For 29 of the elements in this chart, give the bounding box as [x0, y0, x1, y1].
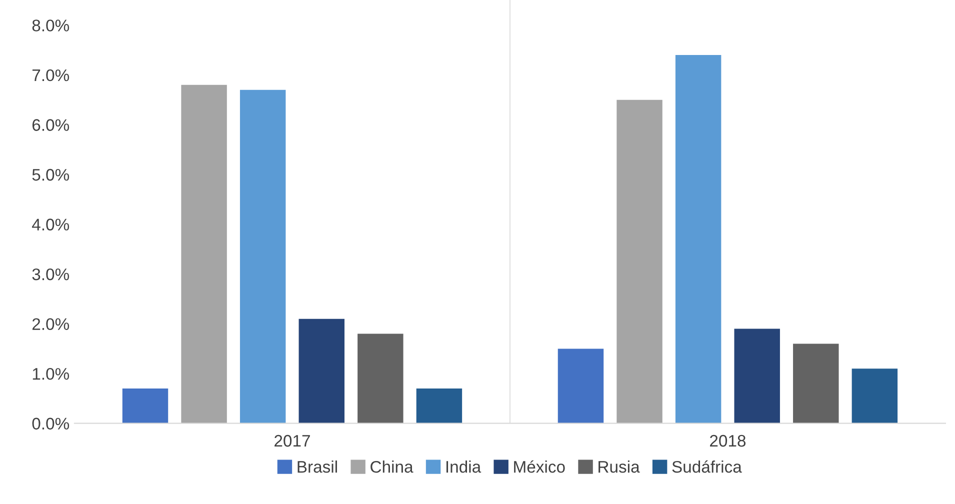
bar [675, 55, 722, 424]
y-tick-label: 7.0% [32, 69, 70, 82]
legend-label: Sudáfrica [672, 460, 742, 473]
x-tick-label: 2017 [274, 434, 310, 447]
bar [122, 388, 168, 424]
bar [358, 334, 404, 424]
legend-label: India [446, 460, 482, 473]
bar [298, 318, 344, 424]
bar [734, 328, 780, 424]
x-tick-label: 2018 [710, 434, 746, 447]
bar [416, 388, 462, 424]
y-tick-label: 6.0% [32, 119, 70, 131]
y-tick-label: 2.0% [32, 318, 70, 330]
y-tick-label: 5.0% [32, 168, 70, 181]
legend-label: México [514, 460, 565, 473]
bar [793, 344, 839, 424]
y-tick-label: 3.0% [32, 268, 70, 280]
y-tick-label: 8.0% [32, 20, 70, 32]
legend-label: Rusia [598, 460, 640, 473]
legend-label: China [370, 460, 414, 473]
bar [558, 348, 604, 424]
bar [181, 84, 227, 424]
y-tick-label: 0.0% [32, 418, 70, 430]
y-tick-label: 1.0% [32, 368, 70, 380]
bar [616, 100, 662, 424]
legend-label: Brasil [298, 460, 337, 473]
y-tick-label: 4.0% [32, 218, 70, 230]
bar [852, 368, 898, 424]
bar [240, 90, 286, 424]
